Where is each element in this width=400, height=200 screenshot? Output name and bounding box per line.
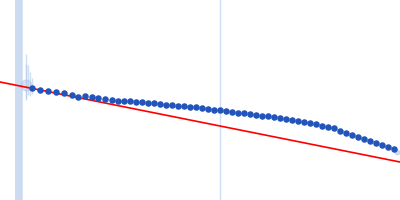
Point	[45, 89, 51, 93]
Point	[139, 100, 145, 104]
Point	[69, 93, 75, 97]
Point	[181, 104, 187, 108]
Point	[187, 105, 193, 109]
Point	[394, 150, 400, 154]
Point	[313, 122, 319, 126]
Point	[349, 133, 355, 137]
Point	[283, 117, 289, 121]
Point	[373, 141, 379, 145]
Point	[223, 109, 229, 113]
Point	[295, 119, 301, 123]
Point	[361, 137, 367, 141]
Point	[121, 99, 127, 103]
Point	[301, 120, 307, 124]
Point	[163, 103, 169, 107]
Point	[391, 147, 397, 151]
Point	[385, 145, 391, 149]
Point	[53, 90, 59, 94]
Point	[145, 101, 151, 105]
Point	[193, 105, 199, 109]
Point	[343, 131, 349, 135]
Point	[89, 95, 95, 99]
Point	[355, 135, 361, 139]
Point	[115, 99, 121, 103]
Point	[75, 95, 81, 99]
Point	[247, 112, 253, 116]
Point	[235, 111, 241, 115]
Point	[259, 114, 265, 118]
Point	[367, 139, 373, 143]
Point	[229, 110, 235, 114]
Point	[271, 115, 277, 119]
Point	[337, 129, 343, 133]
Point	[289, 118, 295, 122]
Point	[241, 111, 247, 115]
Point	[253, 113, 259, 117]
Point	[82, 94, 88, 98]
Point	[37, 88, 43, 92]
Point	[102, 97, 108, 101]
Point	[29, 86, 35, 90]
Point	[127, 99, 133, 103]
Point	[23, 83, 29, 87]
Point	[319, 124, 325, 128]
Point	[325, 125, 331, 129]
Point	[109, 98, 115, 102]
Point	[169, 103, 175, 107]
Point	[157, 102, 163, 106]
Point	[379, 143, 385, 147]
Point	[205, 107, 211, 111]
Point	[265, 114, 271, 118]
Point	[133, 100, 139, 104]
Point	[331, 126, 337, 130]
Point	[151, 101, 157, 105]
Point	[307, 121, 313, 125]
Point	[217, 108, 223, 112]
Point	[277, 116, 283, 120]
Point	[175, 104, 181, 108]
Point	[95, 96, 101, 100]
Point	[211, 108, 217, 112]
Point	[199, 106, 205, 110]
Point	[61, 91, 67, 95]
